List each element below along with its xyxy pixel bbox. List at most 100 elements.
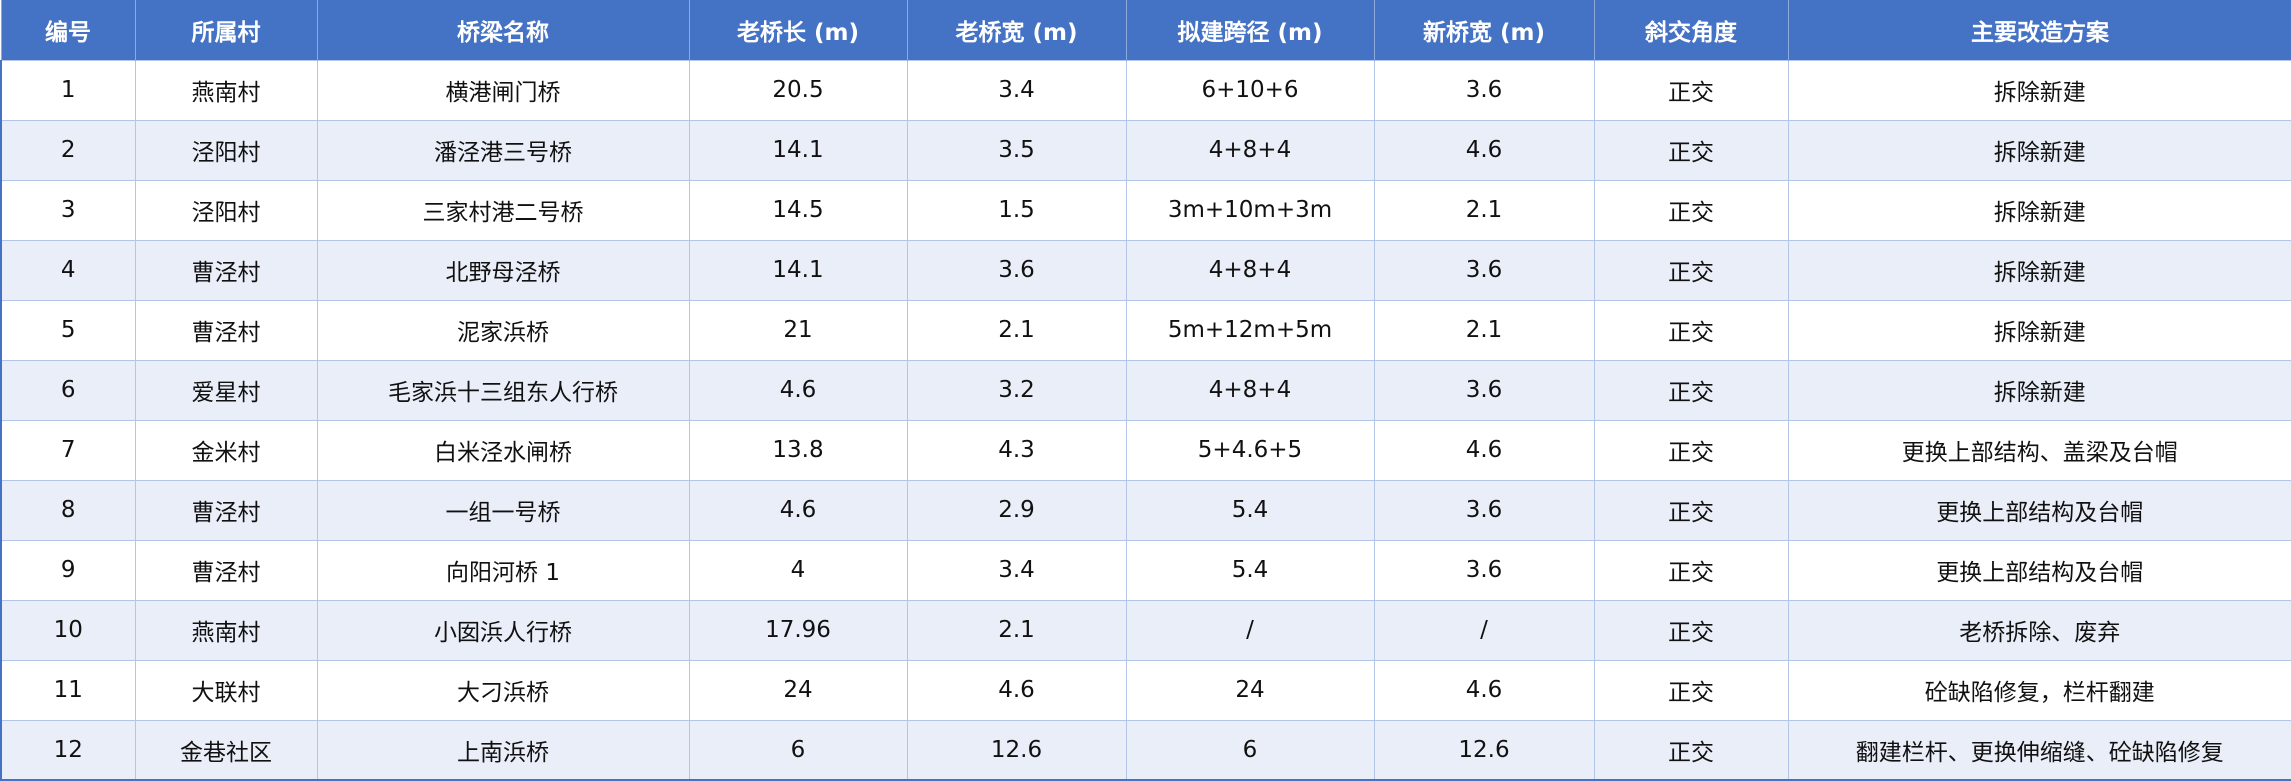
cell-id: 11 xyxy=(0,659,136,721)
cell-old-width: 3.2 xyxy=(906,359,1127,421)
cell-planned-span: 4+8+4 xyxy=(1125,359,1375,421)
column-header-bridge-name: 桥梁名称 xyxy=(316,0,690,60)
cell-old-length: 14.1 xyxy=(688,119,908,181)
column-header-planned-span: 拟建跨径 (m) xyxy=(1125,0,1375,60)
cell-old-length: 14.1 xyxy=(688,239,908,301)
cell-new-width: 2.1 xyxy=(1373,179,1595,241)
cell-skew-angle: 正交 xyxy=(1593,719,1789,781)
table-row: 4 曹泾村 北野母泾桥 14.1 3.6 4+8+4 3.6 正交 拆除新建 xyxy=(0,239,2291,301)
cell-new-width: 4.6 xyxy=(1373,419,1595,481)
cell-planned-span: 5.4 xyxy=(1125,479,1375,541)
header-row: 编号 所属村 桥梁名称 老桥长 (m) 老桥宽 (m) 拟建跨径 (m) 新桥宽 (m) 斜交… xyxy=(0,0,2291,60)
cell-planned-span: 5m+12m+5m xyxy=(1125,299,1375,361)
cell-bridge-name: 毛家浜十三组东人行桥 xyxy=(316,359,690,421)
cell-planned-span: / xyxy=(1125,599,1375,661)
cell-planned-span: 3m+10m+3m xyxy=(1125,179,1375,241)
column-header-old-length: 老桥长 (m) xyxy=(688,0,908,60)
cell-old-width: 3.4 xyxy=(906,539,1127,601)
cell-old-length: 20.5 xyxy=(688,59,908,121)
cell-bridge-name: 白米泾水闸桥 xyxy=(316,419,690,481)
table-row: 7 金米村 白米泾水闸桥 13.8 4.3 5+4.6+5 4.6 正交 更换上部结构、盖梁及台… xyxy=(0,419,2291,481)
cell-bridge-name: 泥家浜桥 xyxy=(316,299,690,361)
cell-new-width: 3.6 xyxy=(1373,239,1595,301)
cell-old-width: 4.6 xyxy=(906,659,1127,721)
cell-old-width: 12.6 xyxy=(906,719,1127,781)
cell-old-width: 3.4 xyxy=(906,59,1127,121)
column-header-village: 所属村 xyxy=(134,0,318,60)
cell-old-length: 21 xyxy=(688,299,908,361)
cell-new-width: 3.6 xyxy=(1373,479,1595,541)
table-row: 3 泾阳村 三家村港二号桥 14.5 1.5 3m+10m+3m 2.1 正交 拆除新建 xyxy=(0,179,2291,241)
table-row: 9 曹泾村 向阳河桥 1 4 3.4 5.4 3.6 正交 更换上部结构及台帽 xyxy=(0,539,2291,601)
cell-planned-span: 5.4 xyxy=(1125,539,1375,601)
cell-id: 4 xyxy=(0,239,136,301)
cell-old-length: 24 xyxy=(688,659,908,721)
cell-new-width: 12.6 xyxy=(1373,719,1595,781)
cell-planned-span: 6 xyxy=(1125,719,1375,781)
cell-skew-angle: 正交 xyxy=(1593,299,1789,361)
cell-new-width: 4.6 xyxy=(1373,659,1595,721)
cell-bridge-name: 一组一号桥 xyxy=(316,479,690,541)
cell-village: 曹泾村 xyxy=(134,299,318,361)
cell-id: 10 xyxy=(0,599,136,661)
cell-id: 5 xyxy=(0,299,136,361)
cell-old-width: 4.3 xyxy=(906,419,1127,481)
cell-skew-angle: 正交 xyxy=(1593,419,1789,481)
cell-skew-angle: 正交 xyxy=(1593,119,1789,181)
cell-bridge-name: 横港闸门桥 xyxy=(316,59,690,121)
cell-village: 燕南村 xyxy=(134,59,318,121)
cell-id: 7 xyxy=(0,419,136,481)
cell-renovation-plan: 拆除新建 xyxy=(1787,239,2291,301)
cell-renovation-plan: 更换上部结构及台帽 xyxy=(1787,479,2291,541)
cell-skew-angle: 正交 xyxy=(1593,479,1789,541)
cell-old-length: 4 xyxy=(688,539,908,601)
table-row: 8 曹泾村 一组一号桥 4.6 2.9 5.4 3.6 正交 更换上部结构及台帽 xyxy=(0,479,2291,541)
cell-old-width: 2.1 xyxy=(906,299,1127,361)
cell-bridge-name: 三家村港二号桥 xyxy=(316,179,690,241)
table-row: 10 燕南村 小囡浜人行桥 17.96 2.1// 正交 老桥拆除、废弃 xyxy=(0,599,2291,661)
cell-new-width: 4.6 xyxy=(1373,119,1595,181)
cell-village: 曹泾村 xyxy=(134,239,318,301)
cell-planned-span: 6+10+6 xyxy=(1125,59,1375,121)
cell-bridge-name: 上南浜桥 xyxy=(316,719,690,781)
cell-renovation-plan: 拆除新建 xyxy=(1787,179,2291,241)
cell-id: 8 xyxy=(0,479,136,541)
cell-renovation-plan: 更换上部结构、盖梁及台帽 xyxy=(1787,419,2291,481)
cell-bridge-name: 大刁浜桥 xyxy=(316,659,690,721)
cell-village: 燕南村 xyxy=(134,599,318,661)
cell-renovation-plan: 拆除新建 xyxy=(1787,359,2291,421)
cell-id: 12 xyxy=(0,719,136,781)
cell-village: 金米村 xyxy=(134,419,318,481)
cell-village: 泾阳村 xyxy=(134,179,318,241)
cell-skew-angle: 正交 xyxy=(1593,59,1789,121)
column-header-id: 编号 xyxy=(0,0,136,60)
cell-new-width: / xyxy=(1373,599,1595,661)
table-row: 2 泾阳村 潘泾港三号桥 14.1 3.5 4+8+4 4.6 正交 拆除新建 xyxy=(0,119,2291,181)
cell-old-length: 4.6 xyxy=(688,359,908,421)
table-row: 6 爱星村 毛家浜十三组东人行桥 4.6 3.2 4+8+4 3.6 正交 拆除新建 xyxy=(0,359,2291,421)
table-row: 5 曹泾村 泥家浜桥 21 2.1 5m+12m+5m 2.1 正交 拆除新建 xyxy=(0,299,2291,361)
cell-new-width: 3.6 xyxy=(1373,359,1595,421)
column-header-new-width: 新桥宽 (m) xyxy=(1373,0,1595,60)
cell-id: 1 xyxy=(0,59,136,121)
cell-planned-span: 4+8+4 xyxy=(1125,239,1375,301)
cell-village: 曹泾村 xyxy=(134,539,318,601)
cell-village: 曹泾村 xyxy=(134,479,318,541)
cell-planned-span: 4+8+4 xyxy=(1125,119,1375,181)
column-header-renovation-plan: 主要改造方案 xyxy=(1787,0,2291,60)
cell-skew-angle: 正交 xyxy=(1593,539,1789,601)
cell-old-width: 3.5 xyxy=(906,119,1127,181)
cell-bridge-name: 北野母泾桥 xyxy=(316,239,690,301)
cell-old-width: 3.6 xyxy=(906,239,1127,301)
cell-old-length: 4.6 xyxy=(688,479,908,541)
cell-old-width: 1.5 xyxy=(906,179,1127,241)
cell-renovation-plan: 拆除新建 xyxy=(1787,119,2291,181)
cell-skew-angle: 正交 xyxy=(1593,659,1789,721)
cell-renovation-plan: 老桥拆除、废弃 xyxy=(1787,599,2291,661)
cell-village: 泾阳村 xyxy=(134,119,318,181)
cell-old-length: 13.8 xyxy=(688,419,908,481)
cell-new-width: 3.6 xyxy=(1373,59,1595,121)
table-row: 12 金巷社区 上南浜桥 6 12.6 6 12.6 正交 翻建栏杆、更换伸缩缝、砼缺陷修复 xyxy=(0,719,2291,781)
cell-renovation-plan: 砼缺陷修复，栏杆翻建 xyxy=(1787,659,2291,721)
